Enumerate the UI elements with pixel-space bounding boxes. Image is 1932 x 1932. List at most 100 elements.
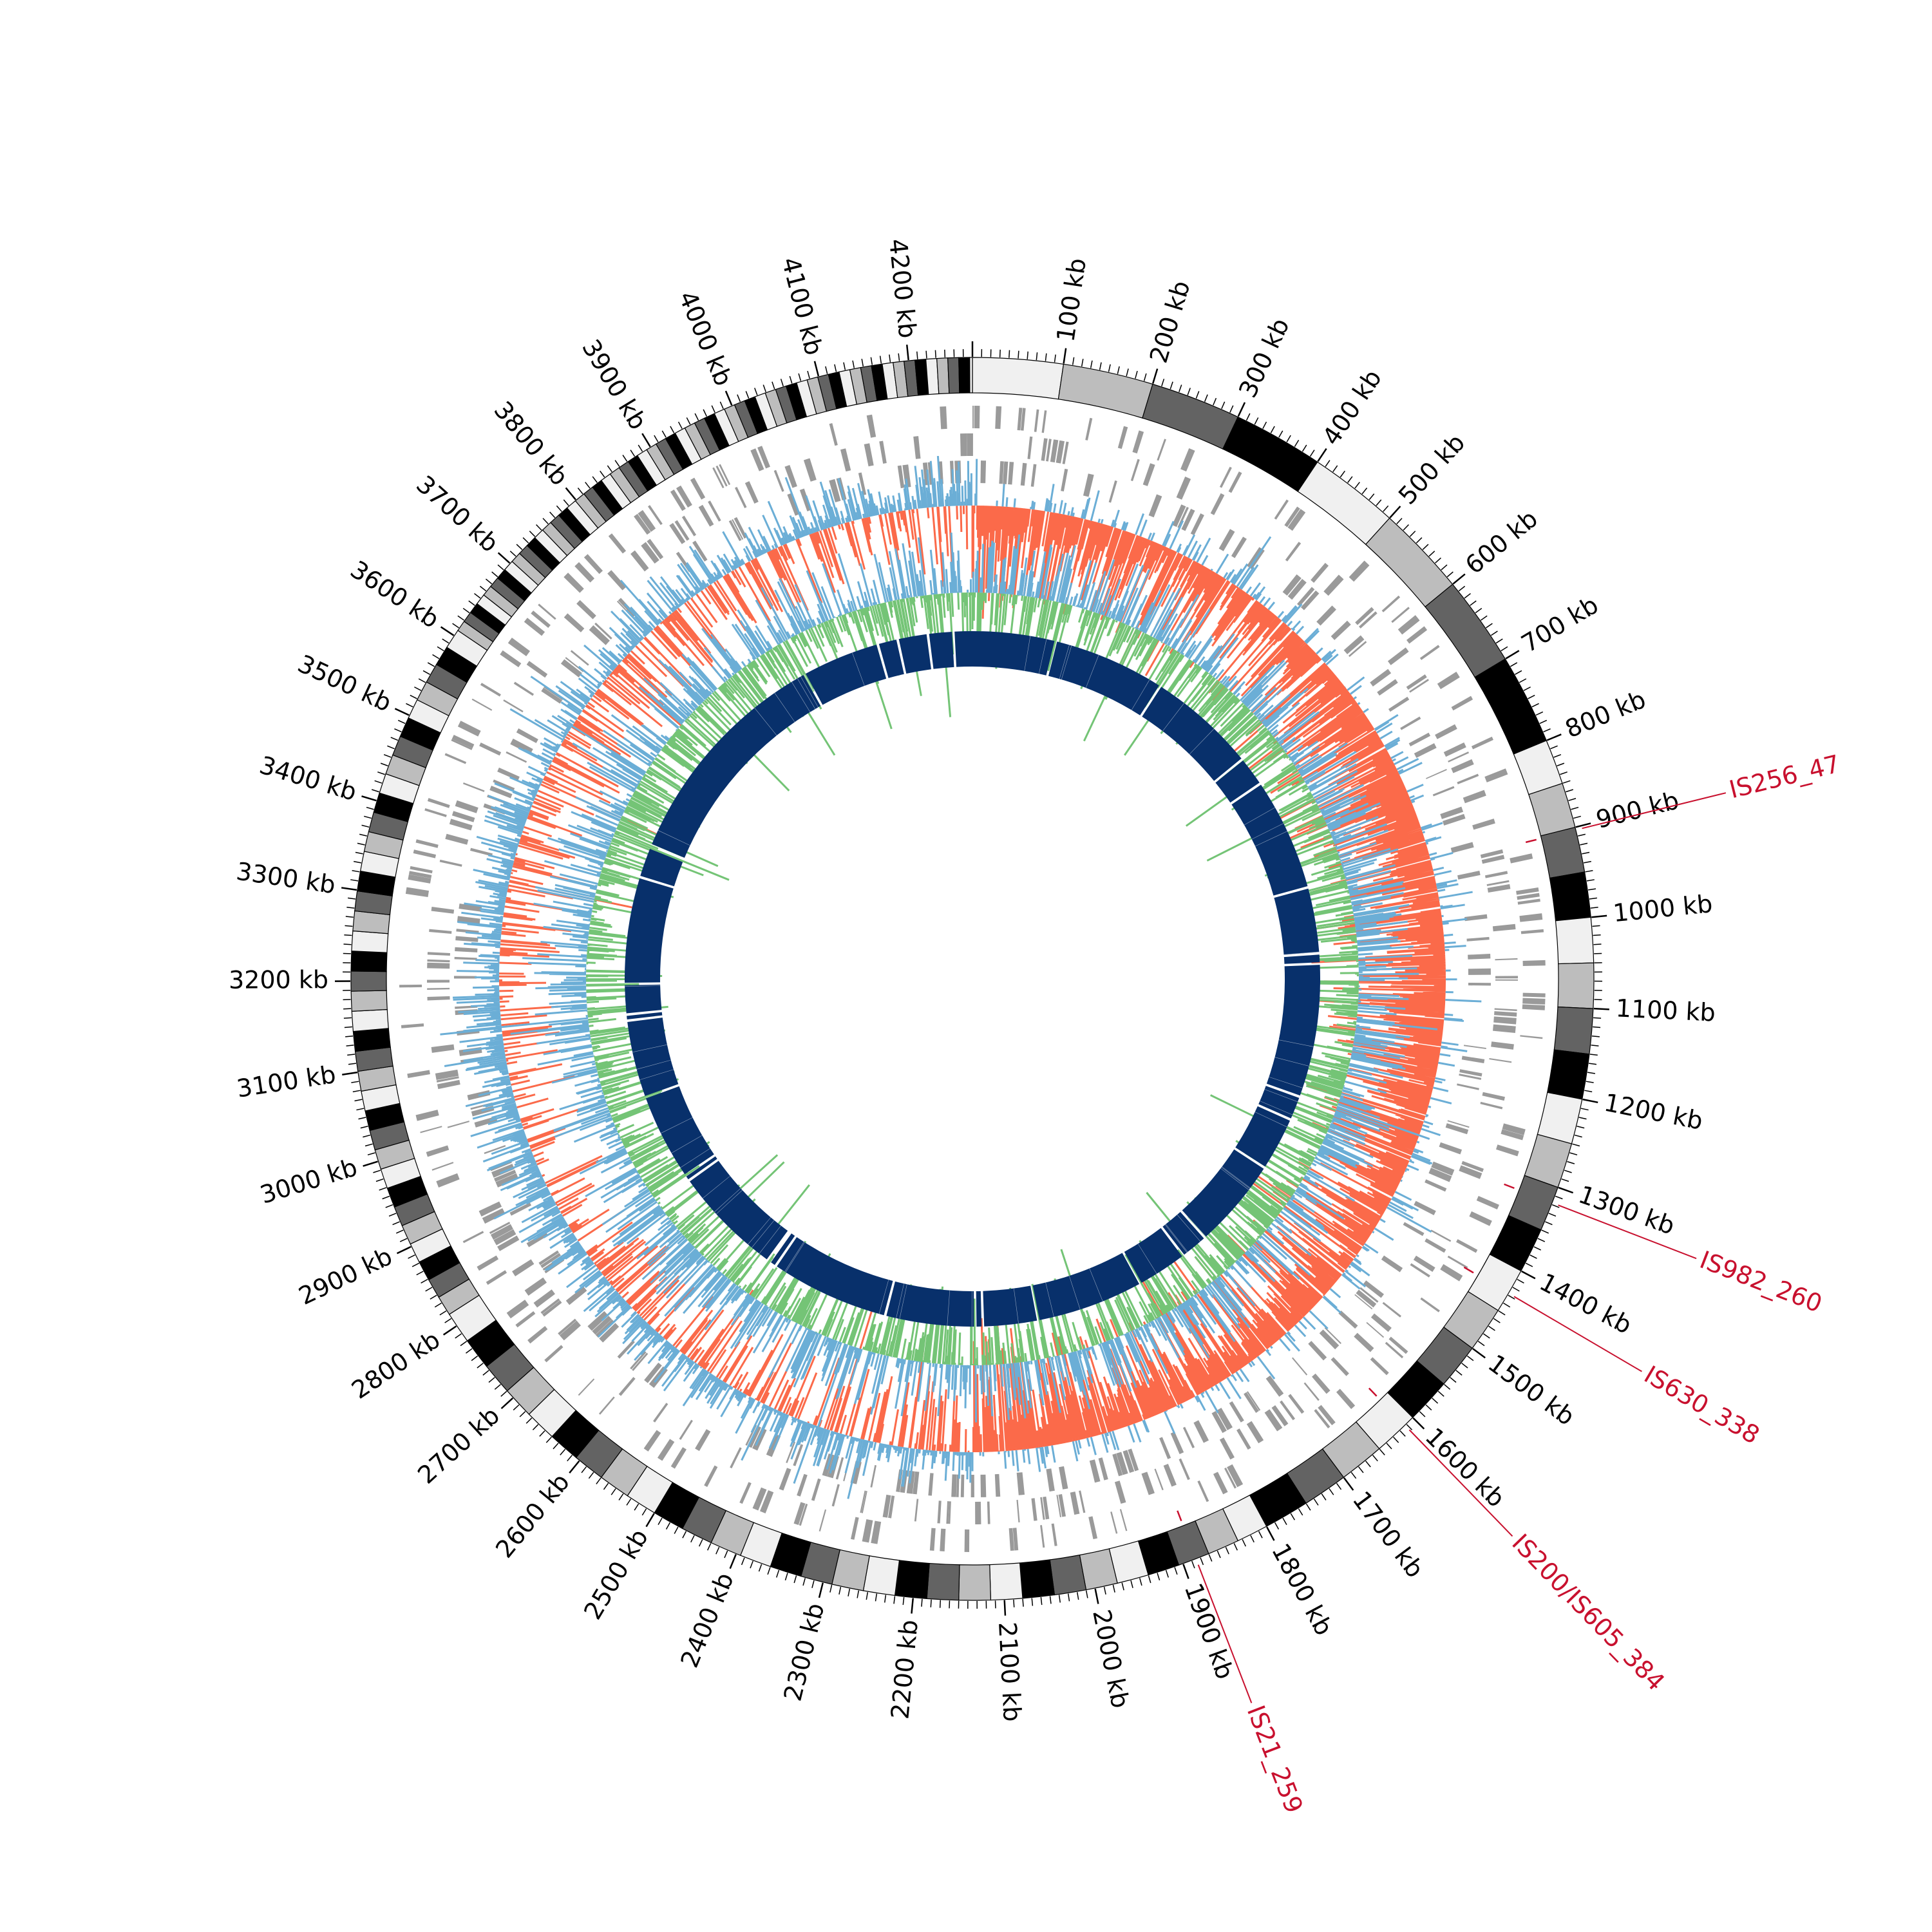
gene-tile (940, 406, 947, 430)
coverage-gap-thin (1177, 1215, 1201, 1242)
coverage-gap-thin (680, 1148, 710, 1168)
minor-tick (1108, 364, 1111, 372)
major-tick (1505, 650, 1520, 659)
minor-tick (1573, 815, 1582, 819)
minor-tick (1258, 1531, 1263, 1539)
gene-tile (1027, 436, 1033, 459)
minor-tick (1067, 1593, 1070, 1602)
gene-tile (1387, 647, 1409, 665)
minor-tick (1564, 1170, 1572, 1173)
minor-tick (468, 600, 475, 606)
gene-tile (399, 984, 422, 988)
coverage-gap-thin (1274, 1057, 1309, 1066)
gene-tile (451, 734, 475, 749)
gene-tile (1426, 769, 1447, 779)
minor-tick (437, 646, 444, 652)
minor-tick (1435, 557, 1441, 564)
minor-tick (1121, 1582, 1124, 1591)
gene-tile (1312, 1373, 1331, 1394)
gene-tile (527, 1325, 548, 1344)
coverage-gap-thin (1131, 679, 1150, 710)
gene-tile (1437, 671, 1460, 690)
major-tick (1343, 1477, 1354, 1491)
minor-tick (380, 762, 388, 766)
gene-tile (940, 1528, 946, 1551)
minor-tick (1332, 465, 1338, 473)
minor-tick (1582, 851, 1590, 855)
coverage-segment (686, 1156, 717, 1180)
minor-tick (532, 1424, 539, 1430)
coverage-ring (624, 631, 1321, 1327)
minor-tick (754, 388, 758, 395)
gene-tile (1366, 1321, 1385, 1338)
minor-tick (390, 737, 399, 741)
gene-tile (1085, 417, 1093, 440)
coverage-gap-thin (1182, 1210, 1206, 1237)
minor-tick (1262, 421, 1267, 430)
tick-label: 4000 kb (673, 287, 738, 390)
gene-tile (495, 1173, 519, 1188)
major-tick (1575, 822, 1591, 828)
tick-label: 2500 kb (578, 1524, 654, 1625)
gene-tile (1193, 1420, 1209, 1443)
gene-tile (967, 433, 973, 457)
gene-tile (1420, 1297, 1440, 1312)
gene-tile (1443, 742, 1466, 757)
gene-tile (1292, 1357, 1308, 1376)
major-tick (361, 795, 377, 802)
gene-tile (1159, 1437, 1171, 1459)
gene-tile (1008, 462, 1014, 485)
minor-tick (1501, 646, 1508, 652)
minor-tick (1508, 1294, 1515, 1300)
gene-tile (913, 1471, 920, 1495)
coverage-gap-thin (1059, 645, 1070, 679)
minor-tick (352, 1090, 361, 1093)
minor-tick (1148, 1575, 1151, 1584)
minor-tick (1126, 368, 1129, 377)
minor-tick (560, 1448, 566, 1455)
ideogram-band (350, 951, 388, 972)
gene-tile (1219, 1437, 1235, 1460)
is-label: IS982_260 (1696, 1245, 1826, 1318)
tick-label: 400 kb (1317, 365, 1387, 450)
gene-tile (436, 1173, 460, 1188)
minor-tick (388, 1213, 397, 1217)
minor-tick (545, 1436, 552, 1443)
minor-tick (412, 1262, 420, 1267)
gene-tile (558, 1318, 577, 1336)
gene-tile (793, 1444, 804, 1466)
minor-tick (825, 366, 828, 374)
minor-tick (829, 1584, 833, 1593)
minor-tick (1428, 551, 1435, 557)
gene-tile (956, 1474, 960, 1497)
coverage-gap-thin (754, 707, 777, 736)
gene-tile (835, 1457, 844, 1480)
minor-tick (798, 373, 802, 381)
gene-tile (860, 1490, 866, 1513)
histogram-positive (490, 532, 1438, 1437)
gene-tile (1098, 1457, 1108, 1481)
minor-tick (1278, 430, 1283, 438)
minor-tick (410, 694, 417, 699)
ideogram-band (1365, 517, 1454, 608)
gene-tile (1381, 595, 1401, 612)
minor-tick (618, 1493, 624, 1501)
gene-tile (1414, 743, 1437, 758)
minor-tick (1165, 1569, 1169, 1578)
ideogram-band (989, 1562, 1023, 1601)
gene-tile (427, 952, 450, 956)
gene-tile (1363, 1280, 1384, 1298)
gene-tile (1324, 1327, 1341, 1344)
gene-tile (578, 1378, 595, 1396)
minor-tick (1578, 1117, 1587, 1120)
minor-tick (1305, 1503, 1311, 1511)
minor-tick (1591, 1045, 1599, 1046)
gene-tile (589, 625, 610, 645)
minor-tick (343, 943, 352, 945)
coverage-gap-thin (636, 1059, 671, 1070)
gene-tile (1450, 842, 1474, 853)
minor-tick (1477, 1341, 1485, 1347)
major-tick (1412, 1417, 1425, 1430)
minor-tick (471, 1355, 478, 1361)
gene-tile (1271, 1405, 1289, 1426)
